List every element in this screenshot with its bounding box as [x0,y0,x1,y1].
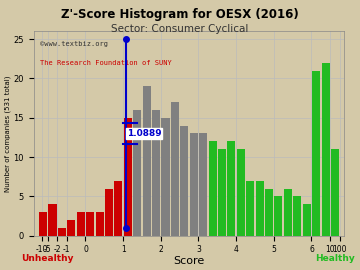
Text: Sector: Consumer Cyclical: Sector: Consumer Cyclical [111,24,249,34]
Bar [171,102,179,236]
Text: 1.0889: 1.0889 [127,129,162,138]
Text: The Research Foundation of SUNY: The Research Foundation of SUNY [40,60,172,66]
Bar [49,204,57,236]
Bar [105,188,113,236]
Bar [208,141,217,236]
Bar [331,149,339,236]
Bar [114,181,122,236]
Bar [303,204,311,236]
Bar [124,118,132,236]
Text: ©www.textbiz.org: ©www.textbiz.org [40,41,108,48]
Bar [77,212,85,236]
Bar [284,188,292,236]
Bar [312,70,320,236]
Bar [96,212,104,236]
Bar [190,133,198,236]
Y-axis label: Number of companies (531 total): Number of companies (531 total) [4,75,11,192]
Bar [39,212,47,236]
Bar [293,196,301,236]
Bar [133,110,141,236]
Text: Unhealthy: Unhealthy [22,254,74,263]
Bar [162,118,170,236]
Bar [237,149,245,236]
Bar [274,196,283,236]
Bar [58,228,66,236]
Bar [86,212,94,236]
Bar [265,188,273,236]
Bar [246,181,254,236]
Bar [152,110,160,236]
Bar [228,141,235,236]
Bar [218,149,226,236]
Bar [199,133,207,236]
Bar [180,126,188,236]
Bar [321,63,330,236]
Text: Z'-Score Histogram for OESX (2016): Z'-Score Histogram for OESX (2016) [61,8,299,21]
Bar [143,86,151,236]
X-axis label: Score: Score [174,256,205,266]
Bar [256,181,264,236]
Text: Healthy: Healthy [315,254,355,263]
Bar [67,220,75,236]
